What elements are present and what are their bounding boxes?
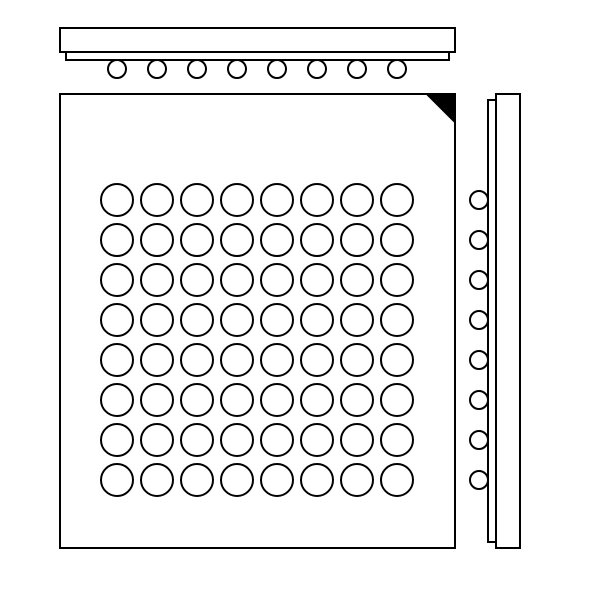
bga-ball xyxy=(181,224,213,256)
bga-ball xyxy=(261,264,293,296)
bga-ball xyxy=(101,384,133,416)
bga-ball xyxy=(261,224,293,256)
top-profile-ball xyxy=(148,60,166,78)
side-profile-ball xyxy=(470,351,488,369)
bga-ball xyxy=(301,304,333,336)
bga-ball xyxy=(221,224,253,256)
bga-ball xyxy=(181,304,213,336)
bga-ball xyxy=(301,384,333,416)
bga-ball xyxy=(341,264,373,296)
bga-ball xyxy=(181,184,213,216)
top-profile-ball xyxy=(308,60,326,78)
bga-ball xyxy=(301,464,333,496)
bga-ball xyxy=(141,304,173,336)
bga-ball xyxy=(221,464,253,496)
bga-ball xyxy=(261,464,293,496)
bga-ball xyxy=(221,344,253,376)
bga-ball xyxy=(381,224,413,256)
bga-ball xyxy=(141,184,173,216)
bga-ball xyxy=(101,184,133,216)
bga-ball xyxy=(101,264,133,296)
side-profile-ball xyxy=(470,391,488,409)
bga-ball xyxy=(221,304,253,336)
bga-ball xyxy=(101,304,133,336)
bga-ball xyxy=(181,264,213,296)
bga-ball xyxy=(221,184,253,216)
top-profile-substrate xyxy=(60,28,455,52)
top-profile-ball xyxy=(228,60,246,78)
bga-ball xyxy=(221,384,253,416)
bga-ball xyxy=(381,384,413,416)
bga-ball xyxy=(101,344,133,376)
bga-ball xyxy=(341,464,373,496)
top-profile xyxy=(60,28,455,78)
bga-ball xyxy=(381,184,413,216)
side-profile-ball xyxy=(470,471,488,489)
bga-ball xyxy=(381,464,413,496)
top-profile-body xyxy=(66,52,449,60)
bga-ball xyxy=(341,184,373,216)
side-profile-body xyxy=(488,100,496,542)
bga-ball xyxy=(141,264,173,296)
bga-ball xyxy=(301,264,333,296)
side-profile-ball xyxy=(470,431,488,449)
bga-ball xyxy=(341,424,373,456)
bga-ball xyxy=(301,224,333,256)
bga-ball xyxy=(341,344,373,376)
bga-ball xyxy=(141,384,173,416)
side-profile-ball xyxy=(470,231,488,249)
bga-ball xyxy=(181,384,213,416)
bga-ball xyxy=(381,264,413,296)
bga-ball xyxy=(101,464,133,496)
bga-ball xyxy=(381,344,413,376)
bga-ball xyxy=(221,424,253,456)
top-profile-ball xyxy=(108,60,126,78)
bga-ball xyxy=(101,224,133,256)
bga-ball xyxy=(141,224,173,256)
side-profile-ball xyxy=(470,191,488,209)
bga-ball xyxy=(301,424,333,456)
bga-ball xyxy=(381,424,413,456)
bga-ball xyxy=(181,424,213,456)
bga-ball xyxy=(261,384,293,416)
side-profile-ball xyxy=(470,271,488,289)
bga-ball xyxy=(261,184,293,216)
bga-ball xyxy=(261,304,293,336)
top-profile-ball xyxy=(188,60,206,78)
bga-ball xyxy=(261,344,293,376)
top-profile-ball xyxy=(268,60,286,78)
bga-ball xyxy=(101,424,133,456)
bga-ball xyxy=(141,344,173,376)
side-profile-substrate xyxy=(496,94,520,548)
bga-ball xyxy=(141,464,173,496)
bga-ball xyxy=(261,424,293,456)
bga-ball xyxy=(341,384,373,416)
top-view xyxy=(60,94,455,548)
bga-ball xyxy=(181,344,213,376)
top-profile-ball xyxy=(388,60,406,78)
bga-package-diagram xyxy=(0,0,600,600)
bga-ball xyxy=(341,224,373,256)
bga-ball xyxy=(301,184,333,216)
bga-ball xyxy=(381,304,413,336)
side-profile-ball xyxy=(470,311,488,329)
bga-ball xyxy=(301,344,333,376)
bga-ball xyxy=(221,264,253,296)
bga-ball xyxy=(181,464,213,496)
top-profile-ball xyxy=(348,60,366,78)
bga-ball xyxy=(141,424,173,456)
side-profile xyxy=(470,94,520,548)
bga-ball xyxy=(341,304,373,336)
